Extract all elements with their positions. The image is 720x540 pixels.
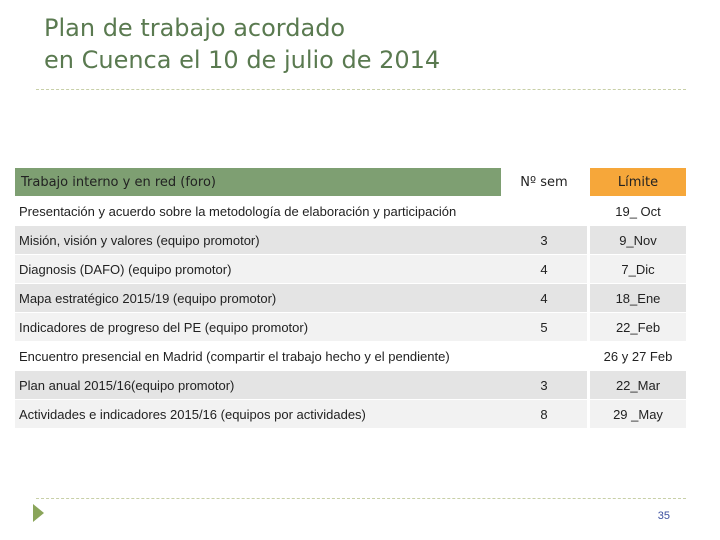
work-plan-table: Trabajo interno y en red (foro) Nº sem L… — [15, 168, 686, 429]
row-deadline: 29 _May — [590, 400, 686, 429]
row-deadline: 26 y 27 Feb — [590, 342, 686, 371]
row-deadline: 7_Dic — [590, 255, 686, 284]
page-number: 35 — [657, 510, 670, 522]
header-task: Trabajo interno y en red (foro) — [15, 168, 501, 197]
row-task: Indicadores de progreso del PE (equipo p… — [15, 313, 501, 342]
row-task: Encuentro presencial en Madrid (comparti… — [15, 342, 501, 371]
row-week: 4 — [501, 284, 587, 313]
header-week: Nº sem — [501, 168, 587, 197]
row-week — [501, 342, 587, 371]
row-deadline: 9_Nov — [590, 226, 686, 255]
row-deadline: 19_ Oct — [590, 197, 686, 226]
row-task: Presentación y acuerdo sobre la metodolo… — [15, 197, 501, 226]
table-row: Mapa estratégico 2015/19 (equipo promoto… — [15, 284, 686, 313]
table-header-row: Trabajo interno y en red (foro) Nº sem L… — [15, 168, 686, 197]
row-week — [501, 197, 587, 226]
table-row: Plan anual 2015/16(equipo promotor) 3 22… — [15, 371, 686, 400]
table-row: Encuentro presencial en Madrid (comparti… — [15, 342, 686, 371]
row-deadline: 22_Mar — [590, 371, 686, 400]
row-task: Plan anual 2015/16(equipo promotor) — [15, 371, 501, 400]
header-deadline: Límite — [590, 168, 686, 197]
row-task: Diagnosis (DAFO) (equipo promotor) — [15, 255, 501, 284]
row-deadline: 22_Feb — [590, 313, 686, 342]
footer-divider — [36, 498, 686, 499]
triangle-right-icon — [33, 504, 44, 522]
title-divider — [36, 89, 686, 90]
row-task: Misión, visión y valores (equipo promoto… — [15, 226, 501, 255]
slide-title: Plan de trabajo acordado en Cuenca el 10… — [44, 12, 684, 76]
row-week: 3 — [501, 371, 587, 400]
row-task: Actividades e indicadores 2015/16 (equip… — [15, 400, 501, 429]
table-row: Presentación y acuerdo sobre la metodolo… — [15, 197, 686, 226]
row-week: 5 — [501, 313, 587, 342]
table-row: Actividades e indicadores 2015/16 (equip… — [15, 400, 686, 429]
row-week: 4 — [501, 255, 587, 284]
slide-title-line-2: en Cuenca el 10 de julio de 2014 — [44, 46, 441, 74]
table-row: Misión, visión y valores (equipo promoto… — [15, 226, 686, 255]
row-week: 3 — [501, 226, 587, 255]
row-week: 8 — [501, 400, 587, 429]
table-row: Indicadores de progreso del PE (equipo p… — [15, 313, 686, 342]
slide-title-line-1: Plan de trabajo acordado — [44, 14, 346, 42]
row-task: Mapa estratégico 2015/19 (equipo promoto… — [15, 284, 501, 313]
row-deadline: 18_Ene — [590, 284, 686, 313]
table-row: Diagnosis (DAFO) (equipo promotor) 4 7_D… — [15, 255, 686, 284]
